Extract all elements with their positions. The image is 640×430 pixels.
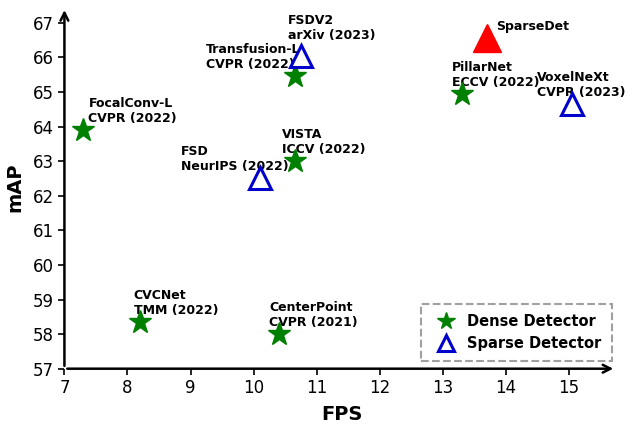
Text: FSDV2
arXiv (2023): FSDV2 arXiv (2023) <box>288 14 376 42</box>
Y-axis label: mAP: mAP <box>6 163 24 212</box>
Legend: Dense Detector, Sparse Detector: Dense Detector, Sparse Detector <box>421 304 612 361</box>
Text: CVCNet
TMM (2022): CVCNet TMM (2022) <box>134 289 218 317</box>
Text: PillarNet
ECCV (2022): PillarNet ECCV (2022) <box>452 61 540 89</box>
Text: Transfusion-L
CVPR (2022): Transfusion-L CVPR (2022) <box>206 43 301 71</box>
Text: FSD
NeurIPS (2022): FSD NeurIPS (2022) <box>181 145 289 173</box>
Text: VoxelNeXt
CVPR (2023): VoxelNeXt CVPR (2023) <box>537 71 626 99</box>
Text: SparseDet: SparseDet <box>496 20 570 33</box>
Text: VISTA
ICCV (2022): VISTA ICCV (2022) <box>282 128 365 156</box>
Text: CenterPoint
CVPR (2021): CenterPoint CVPR (2021) <box>269 301 358 329</box>
Text: FocalConv-L
CVPR (2022): FocalConv-L CVPR (2022) <box>88 97 177 125</box>
X-axis label: FPS: FPS <box>321 405 362 424</box>
